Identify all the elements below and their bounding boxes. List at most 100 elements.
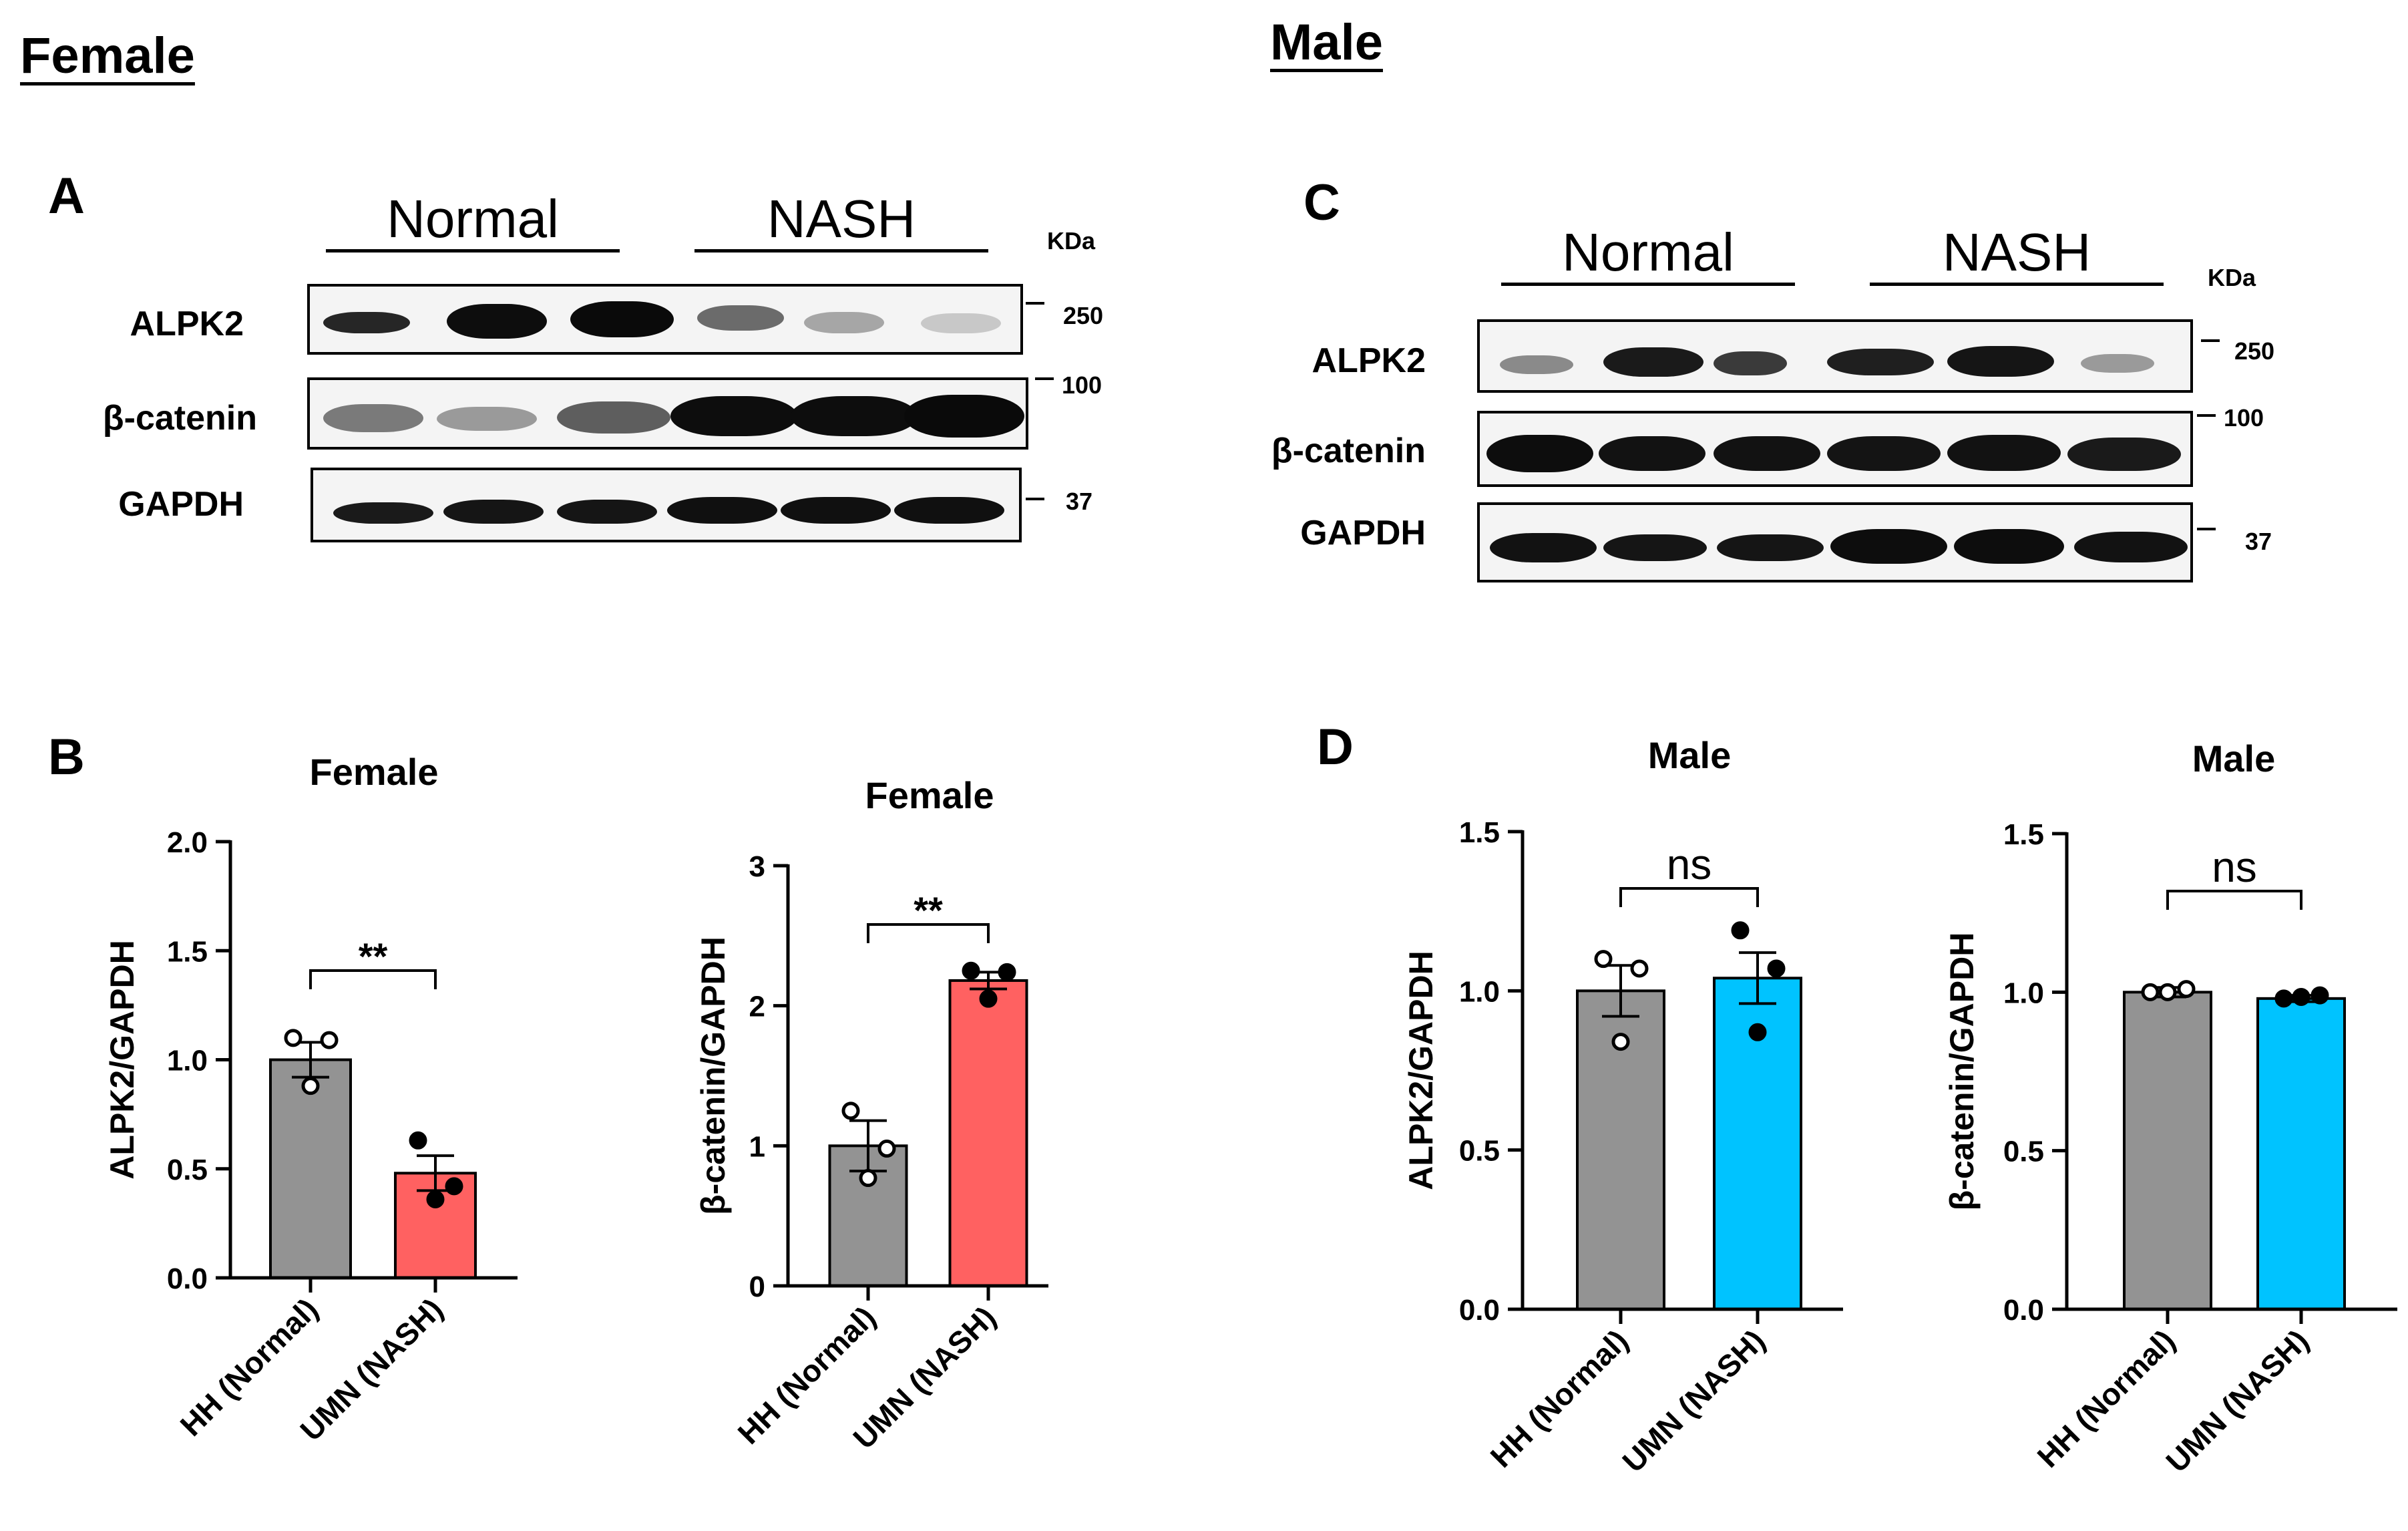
data-point-normal	[859, 1169, 877, 1188]
y-tick-label: 0.0	[167, 1262, 208, 1295]
blot-a-alpk2-strip	[307, 284, 1023, 355]
y-tick-label: 0	[749, 1270, 765, 1303]
blot-a-row-alpk2: ALPK2	[130, 305, 244, 343]
chart-title: Female	[865, 774, 994, 816]
data-point-normal	[284, 1029, 303, 1047]
x-tick-label: UMN (NASH)	[1615, 1323, 1772, 1479]
y-tick-label: 2	[749, 991, 765, 1023]
data-point-nash	[1731, 921, 1750, 940]
y-axis-label: β-catenin/GAPDH	[694, 937, 732, 1215]
data-point-normal	[1594, 950, 1613, 969]
blot-c-group-normal: Normal	[1562, 222, 1734, 282]
data-point-normal	[2141, 983, 2160, 1001]
significance-bracket	[309, 969, 437, 989]
data-point-nash	[426, 1190, 445, 1208]
chart-D-left: Male ALPK2/GAPDH 0.0 0.5 1.0 1.5 HH (Normal)UM…	[1402, 734, 1843, 1479]
y-tick-label: 1.5	[2003, 818, 2044, 851]
x-tick-label: HH (Normal)	[1484, 1323, 1635, 1474]
data-point-nash	[445, 1177, 463, 1196]
data-point-nash	[979, 989, 998, 1008]
significance-label: ns	[2212, 843, 2257, 891]
significance-bracket	[867, 923, 990, 943]
chart-title: Male	[1648, 734, 1732, 776]
data-point-nash	[2311, 986, 2329, 1005]
blot-c-row-alpk2: ALPK2	[1312, 341, 1426, 380]
panel-letter-d: D	[1317, 719, 1354, 776]
blot-a-row-beta-catenin: β-catenin	[102, 399, 257, 438]
data-point-normal	[2158, 983, 2177, 1001]
data-point-normal	[301, 1077, 320, 1095]
data-point-nash	[2274, 989, 2293, 1008]
bar-nash	[2256, 997, 2346, 1311]
y-tick-label: 1.0	[2003, 977, 2044, 1009]
blot-c-marker-250: 250	[2234, 337, 2275, 365]
male-section-title: Male	[1270, 14, 1383, 71]
blot-c-marker-tick-100	[2197, 414, 2216, 417]
blot-c-marker-37: 37	[2245, 528, 2272, 555]
y-axis-label: β-catenin/GAPDH	[1943, 932, 1981, 1211]
significance-bracket	[2166, 890, 2302, 910]
blot-c-row-beta-catenin: β-catenin	[1271, 432, 1426, 470]
blot-a-nash-bracket	[694, 249, 988, 252]
blot-c-alpk2-strip	[1477, 319, 2193, 393]
y-tick-label: 1	[749, 1130, 765, 1163]
blot-a-gapdh-strip	[311, 468, 1022, 542]
significance-label: **	[359, 935, 388, 977]
y-tick-label: 0.5	[1459, 1135, 1500, 1168]
panel-letter-c: C	[1303, 174, 1340, 231]
data-point-nash	[409, 1131, 427, 1150]
blot-a-group-normal: Normal	[387, 189, 559, 248]
y-tick-label: 1.0	[1459, 975, 1500, 1008]
blot-c-marker-100: 100	[2224, 404, 2264, 432]
y-tick-label: 2.0	[167, 826, 208, 859]
blot-a-row-gapdh: GAPDH	[118, 485, 244, 524]
data-point-nash	[962, 961, 980, 980]
y-tick-label: 0.0	[2003, 1294, 2044, 1327]
significance-label: ns	[1667, 840, 1712, 888]
chart-title: Male	[2192, 737, 2276, 780]
data-point-normal	[320, 1031, 339, 1049]
data-point-nash	[1748, 1023, 1767, 1041]
blot-a-normal-bracket	[326, 249, 620, 252]
y-tick-label: 0.0	[1459, 1294, 1500, 1327]
y-tick-label: 1.5	[1459, 816, 1500, 849]
blot-c-nash-bracket	[1870, 283, 2164, 286]
blot-a-marker-tick-37	[1026, 498, 1044, 500]
blot-a-group-nash: NASH	[767, 189, 916, 248]
chart-D-right: Male β-catenin/GAPDH 0.0 0.5 1.0 1.5 HH (Norma…	[1943, 737, 2397, 1479]
significance-label: **	[914, 889, 943, 931]
data-point-nash	[998, 963, 1016, 981]
blot-c-gapdh-strip	[1477, 502, 2193, 582]
blot-c-group-nash: NASH	[1942, 222, 2091, 282]
panel-letter-b: B	[48, 729, 85, 786]
data-point-nash	[2292, 987, 2311, 1006]
blot-a-marker-100: 100	[1062, 371, 1102, 399]
bar-normal	[2123, 991, 2212, 1311]
blot-c-marker-tick-250	[2201, 339, 2220, 342]
female-section-title: Female	[20, 27, 195, 84]
data-point-normal	[1630, 959, 1649, 978]
y-tick-label: 1.5	[167, 935, 208, 968]
blot-c-row-gapdh: GAPDH	[1300, 514, 1426, 552]
y-axis-label: ALPK2/GAPDH	[104, 940, 141, 1179]
bar-nash	[948, 979, 1028, 1287]
blot-a-marker-tick-100	[1035, 377, 1054, 380]
blot-a-marker-37: 37	[1066, 488, 1093, 515]
y-tick-label: 3	[749, 850, 765, 883]
blot-a-beta-catenin-strip	[307, 377, 1028, 450]
panel-letter-a: A	[48, 168, 85, 224]
y-axis-label: ALPK2/GAPDH	[1402, 951, 1440, 1190]
x-tick-label: UMN (NASH)	[2159, 1323, 2315, 1479]
blot-a-kda-label: KDa	[1047, 227, 1096, 254]
blot-a-marker-250: 250	[1063, 302, 1104, 329]
chart-title: Female	[310, 751, 439, 793]
y-tick-label: 1.0	[167, 1045, 208, 1077]
data-point-normal	[841, 1101, 860, 1120]
blot-a-marker-tick-250	[1026, 302, 1044, 305]
blot-c-kda-label: KDa	[2208, 264, 2256, 291]
data-point-normal	[2177, 980, 2196, 999]
blot-c-normal-bracket	[1501, 283, 1795, 286]
